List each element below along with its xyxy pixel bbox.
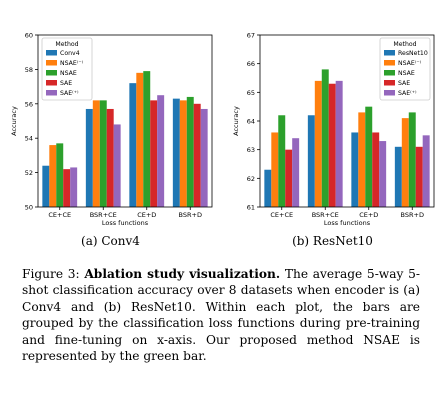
chart-panel-conv4: 50 52 54 56 58 60 CE+CE BSR+CE CE+D BSR+D Loss fun… [0,0,221,255]
bar-nsae-bsr-ce [92,100,100,207]
y-tick-label: 65 [247,89,255,97]
bar-nsae-ce-ce [49,145,57,207]
bar-sae-ce-ce [285,149,293,207]
legend-swatch-nsae [46,70,57,76]
legend-swatch-nsae [384,60,395,66]
y-tick-label: 66 [247,60,255,68]
x-tick-label: BSR+CE [90,211,117,219]
y-tick-label: 64 [247,118,255,126]
bar-nsae-bsr-ce [99,100,107,207]
legend-swatch-sae [384,80,395,86]
y-tick-label: 58 [25,66,33,74]
bar-sae-bsr-ce [335,80,343,207]
x-axis-label: Loss functions [102,219,149,227]
legend-swatch-sae [384,90,395,96]
bar-nsae-ce-d [136,72,144,207]
bar-sae-ce-ce [63,169,71,207]
x-tick-label: BSR+D [179,211,202,219]
y-axis-label: Accuracy [10,106,18,136]
y-tick-label: 62 [247,175,255,183]
legend-swatch-nsae [46,60,57,66]
subcaption-resnet10: (b) ResNet10 [292,234,373,248]
plot-frame [37,34,213,208]
bar-nsae-ce-ce [271,132,279,207]
bar-sae-bsr-d [422,135,430,207]
legend-swatch-sae [46,90,57,96]
legend-label: ResNet10 [398,50,428,57]
bar-nsae-bsr-d [408,112,416,207]
bar-sae-ce-ce [70,167,78,207]
bar-resnet10-bsr-d [394,146,402,207]
bar-nsae-bsr-d [186,96,194,207]
resnet10-bar-chart: 61 62 63 64 65 66 67 CE+CE BSR+CE CE+D BSR+D Loss f… [232,32,435,227]
y-tick-label: 54 [25,135,33,143]
x-tick-label: CE+D [359,211,378,219]
caption-body: The average 5-way 5-shot classification … [22,267,420,364]
bar-conv4-bsr-d [172,98,180,207]
figure-caption: Figure 3: Ablation study visualization. … [22,266,420,364]
conv4-bar-chart: 50 52 54 56 58 60 CE+CE BSR+CE CE+D BSR+D Loss fun… [10,32,213,227]
bar-sae-ce-d [150,100,158,207]
bar-sae-ce-d [379,141,387,207]
bar-nsae-bsr-ce [314,80,322,207]
legend-swatch-resnet10 [384,50,395,56]
subcaption-conv4: (a) Conv4 [81,234,140,248]
bar-sae-bsr-ce [113,124,121,207]
bar-sae-ce-ce [292,138,300,207]
y-tick-label: 52 [25,169,33,177]
bar-nsae-bsr-d [401,118,409,207]
legend-label: SAE [60,80,72,87]
caption-title: Ablation study visualization. [84,267,281,281]
bar-nsae-ce-d [365,106,373,207]
legend-label: Conv4 [60,50,80,57]
bar-sae-bsr-d [193,103,201,207]
legend-label: NSAE⁽⁻⁾ [60,60,84,67]
bar-nsae-bsr-d [179,100,187,207]
legend-label: NSAE⁽⁻⁾ [398,60,422,67]
bar-sae-ce-d [372,132,380,207]
bar-conv4-ce-d [129,83,137,207]
x-axis-label: Loss functions [324,219,371,227]
x-tick-label: BSR+D [401,211,424,219]
y-tick-label: 56 [25,100,33,108]
legend-label: SAE⁽⁺⁾ [398,90,417,97]
bar-conv4-ce-ce [42,165,50,207]
bar-resnet10-ce-ce [264,169,272,207]
bar-nsae-ce-ce [278,115,286,207]
bar-nsae-bsr-ce [321,69,329,208]
chart-panel-resnet10: 61 62 63 64 65 66 67 CE+CE BSR+CE CE+D BSR+D Loss f… [222,0,443,255]
x-tick-label: CE+D [137,211,156,219]
caption-label: Figure 3: [22,267,80,281]
legend-swatch-sae [46,80,57,86]
legend-label: NSAE [60,70,77,77]
bar-sae-bsr-d [200,108,208,207]
x-tick-label: CE+CE [270,211,293,219]
bar-sae-ce-d [157,95,165,207]
y-tick-label: 63 [247,146,255,154]
legend-title: Method [393,41,416,48]
legend-label: NSAE [398,70,415,77]
bar-nsae-ce-d [143,71,151,208]
bar-resnet10-bsr-ce [307,115,315,207]
bar-sae-bsr-ce [106,108,114,207]
legend-label: SAE⁽⁺⁾ [60,90,79,97]
x-tick-label: BSR+CE [312,211,339,219]
legend-title: Method [55,41,78,48]
legend-swatch-conv4 [46,50,57,56]
bar-nsae-ce-d [358,112,366,207]
y-tick-label: 50 [25,204,33,212]
legend-swatch-nsae [384,70,395,76]
y-tick-label: 61 [247,204,255,212]
y-axis-label: Accuracy [232,106,240,136]
bar-sae-bsr-ce [328,83,336,207]
bar-sae-bsr-d [415,146,423,207]
x-tick-label: CE+CE [48,211,71,219]
bar-nsae-ce-ce [56,143,64,207]
legend-label: SAE [398,80,410,87]
bar-conv4-bsr-ce [85,108,93,207]
y-tick-label: 60 [25,32,33,40]
bar-resnet10-ce-d [351,132,359,207]
y-tick-label: 67 [247,32,255,40]
